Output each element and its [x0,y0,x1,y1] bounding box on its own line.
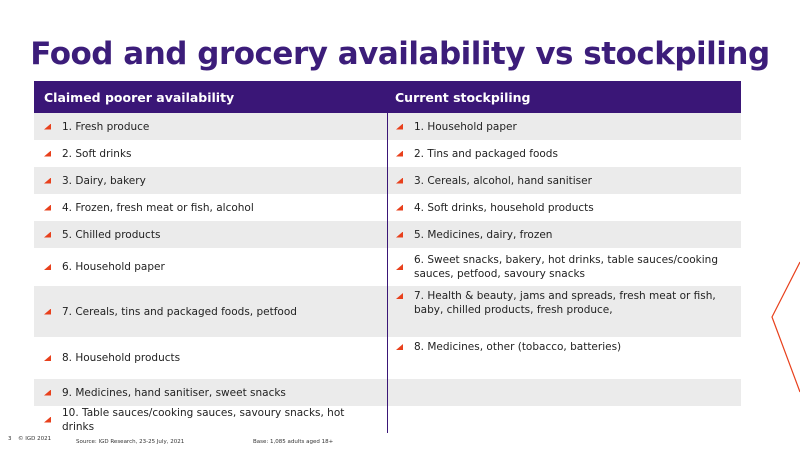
left-cell: 9. Medicines, hand sanitiser, sweet snac… [34,379,387,406]
right-cell-empty [387,379,741,406]
right-cell-empty [387,406,741,433]
bullet-icon [44,150,51,157]
bullet-icon [396,264,403,270]
right-cell-text: 7. Health & beauty, jams and spreads, fr… [414,290,716,316]
left-cell: 1. Fresh produce [34,113,387,140]
table-row: 10. Table sauces/cooking sauces, savoury… [34,406,741,433]
bullet-icon [396,123,403,130]
right-cell: 7. Health & beauty, jams and spreads, fr… [387,286,741,337]
copyright: © IGD 2021 [18,436,52,442]
right-cell: 2. Tins and packaged foods [387,140,741,167]
base-note: Base: 1,085 adults aged 18+ [253,439,334,445]
table-row: 3. Dairy, bakery 3. Cereals, alcohol, ha… [34,167,741,194]
table-row: 6. Household paper 6. Sweet snacks, bake… [34,248,741,286]
bullet-icon [396,344,403,350]
table-header: Claimed poorer availability Current stoc… [34,81,741,113]
table-row: 8. Household products 8. Medicines, othe… [34,337,741,379]
bullet-icon [396,293,403,299]
right-cell: 8. Medicines, other (tobacco, batteries) [387,337,741,379]
bullet-icon [44,389,51,396]
comparison-table: Claimed poorer availability Current stoc… [34,81,741,433]
bullet-icon [396,150,403,157]
right-cell-text: 8. Medicines, other (tobacco, batteries) [414,341,622,353]
table-row: 1. Fresh produce 1. Household paper [34,113,741,140]
left-cell: 4. Frozen, fresh meat or fish, alcohol [34,194,387,221]
left-cell: 2. Soft drinks [34,140,387,167]
right-cell-text: 2. Tins and packaged foods [414,147,558,160]
page-number: 3 [8,436,12,442]
table-row: 4. Frozen, fresh meat or fish, alcohol 4… [34,194,741,221]
left-cell-text: 2. Soft drinks [62,147,132,160]
left-cell-text: 10. Table sauces/cooking sauces, savoury… [62,406,345,433]
table-row: 2. Soft drinks 2. Tins and packaged food… [34,140,741,167]
right-cell-text: 6. Sweet snacks, bakery, hot drinks, tab… [414,254,718,280]
table-row: 9. Medicines, hand sanitiser, sweet snac… [34,379,741,406]
bullet-icon [44,416,51,423]
right-cell-text: 1. Household paper [414,120,517,133]
bullet-icon [396,231,403,238]
left-cell: 8. Household products [34,337,387,379]
right-cell: 5. Medicines, dairy, frozen [387,221,741,248]
left-cell-text: 8. Household products [62,352,181,364]
left-cell: 10. Table sauces/cooking sauces, savoury… [34,406,387,433]
left-cell-text: 5. Chilled products [62,228,161,241]
right-cell: 4. Soft drinks, household products [387,194,741,221]
bullet-icon [396,204,403,211]
bullet-icon [44,123,51,130]
header-current-stockpiling: Current stockpiling [395,89,531,105]
left-cell: 6. Household paper [34,248,387,286]
right-cell: 6. Sweet snacks, bakery, hot drinks, tab… [387,248,741,286]
left-cell: 5. Chilled products [34,221,387,248]
bullet-icon [44,204,51,211]
page-title: Food and grocery availability vs stockpi… [30,36,770,72]
bullet-icon [396,177,403,184]
left-cell-text: 6. Household paper [62,261,165,273]
right-cell-text: 3. Cereals, alcohol, hand sanitiser [414,174,592,187]
left-cell-text: 3. Dairy, bakery [62,174,146,187]
bullet-icon [44,308,51,315]
right-cell-text: 5. Medicines, dairy, frozen [414,228,553,241]
bullet-icon [44,177,51,184]
bullet-icon [44,355,51,361]
bullet-icon [44,264,51,270]
left-cell: 3. Dairy, bakery [34,167,387,194]
right-cell: 1. Household paper [387,113,741,140]
table-row: 7. Cereals, tins and packaged foods, pet… [34,286,741,337]
left-cell-text: 9. Medicines, hand sanitiser, sweet snac… [62,386,286,399]
left-cell-text: 7. Cereals, tins and packaged foods, pet… [62,305,297,318]
source-note: Source: IGD Research, 23-25 July, 2021 [76,439,185,445]
right-cell-text: 4. Soft drinks, household products [414,201,594,214]
bullet-icon [44,231,51,238]
left-cell: 7. Cereals, tins and packaged foods, pet… [34,286,387,337]
right-cell: 3. Cereals, alcohol, hand sanitiser [387,167,741,194]
table-row: 5. Chilled products 5. Medicines, dairy,… [34,221,741,248]
header-claimed-poorer-availability: Claimed poorer availability [44,89,235,105]
left-cell-text: 4. Frozen, fresh meat or fish, alcohol [62,201,254,214]
left-cell-text: 1. Fresh produce [62,120,150,133]
